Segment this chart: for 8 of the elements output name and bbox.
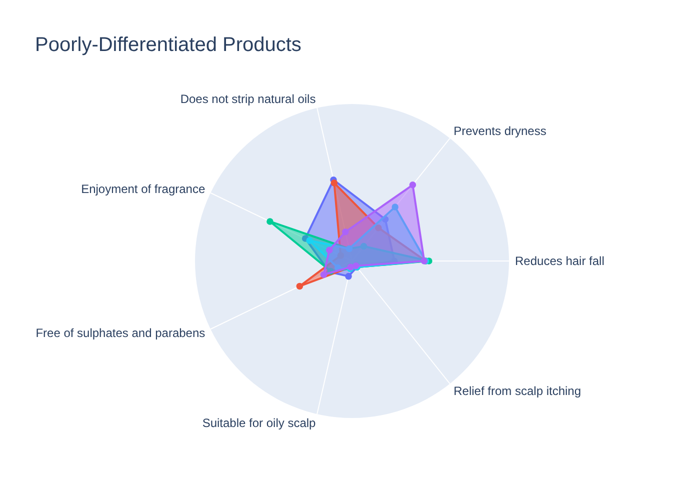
chart-title: Poorly-Differentiated Products: [35, 34, 302, 56]
spoke-label: Relief from scalp itching: [454, 384, 582, 398]
spoke-label: Free of sulphates and parabens: [36, 326, 206, 340]
spoke-label: Suitable for oily scalp: [202, 416, 316, 430]
spoke-label: Prevents dryness: [454, 124, 546, 138]
spoke-label: Reduces hair fall: [515, 254, 604, 268]
spoke-label: Enjoyment of fragrance: [81, 182, 206, 196]
spoke-label: Does not strip natural oils: [180, 92, 316, 106]
